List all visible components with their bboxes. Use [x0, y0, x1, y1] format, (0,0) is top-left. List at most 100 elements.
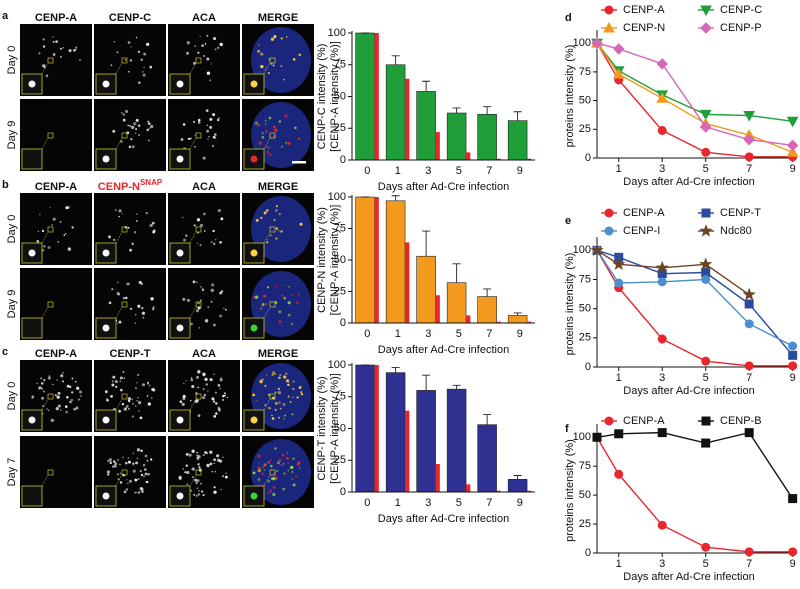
point	[612, 257, 626, 270]
spot	[60, 409, 62, 411]
spot	[286, 379, 289, 382]
spot	[125, 461, 128, 465]
bar	[435, 295, 440, 323]
spot	[144, 454, 148, 458]
spot	[296, 396, 299, 399]
spot	[202, 396, 206, 400]
spot	[56, 395, 60, 399]
panel-letter: e	[565, 215, 571, 227]
spot	[133, 231, 137, 234]
bar	[385, 372, 406, 493]
inset-spot	[176, 492, 184, 500]
legend-label: CENP-B	[720, 415, 762, 427]
spot	[213, 414, 217, 418]
spot	[218, 409, 221, 412]
error-bar	[452, 107, 461, 114]
legend-marker	[604, 416, 614, 426]
spot	[193, 62, 196, 65]
spot	[261, 135, 265, 139]
spot	[280, 145, 284, 148]
spot	[141, 306, 144, 310]
point	[614, 469, 624, 479]
spot	[148, 127, 151, 129]
spot	[286, 457, 289, 460]
bar	[507, 120, 528, 161]
spot	[39, 213, 41, 216]
spot	[65, 206, 69, 210]
spot	[185, 453, 189, 456]
point	[786, 116, 799, 128]
spot	[191, 476, 194, 479]
zoom-box	[195, 226, 202, 233]
spot	[269, 153, 272, 157]
x-tick-label: 1	[616, 558, 622, 570]
spot	[135, 128, 138, 131]
spot	[268, 147, 270, 149]
panel-letter: c	[2, 346, 8, 358]
inset-spot	[176, 324, 184, 332]
spot	[145, 481, 148, 483]
spot	[265, 145, 268, 149]
spot	[200, 286, 202, 288]
y-tick-label: 50	[579, 94, 591, 106]
x-tick-label: 0	[364, 497, 370, 509]
spot	[122, 113, 125, 116]
spot	[194, 478, 198, 482]
spot	[269, 459, 272, 462]
spot	[123, 490, 127, 494]
spot	[299, 467, 301, 469]
spot	[211, 144, 215, 148]
spot	[195, 481, 198, 485]
spot	[122, 297, 125, 300]
column-header: CENP-A	[35, 348, 77, 360]
spot	[141, 311, 146, 315]
spot	[257, 478, 261, 481]
spot	[146, 128, 150, 132]
y-tick-label: 50	[334, 90, 346, 102]
spot	[211, 470, 213, 473]
spot	[269, 488, 273, 492]
spot	[120, 388, 123, 391]
spot	[219, 387, 221, 390]
series-line	[596, 249, 793, 347]
spot	[287, 395, 290, 398]
spot	[275, 227, 279, 230]
column-header: CENP-A	[35, 12, 77, 24]
inset-spot	[28, 80, 36, 88]
spot	[143, 66, 145, 69]
point	[701, 356, 711, 366]
spot	[192, 280, 196, 284]
spot	[52, 419, 55, 422]
spot	[114, 380, 118, 384]
zoom-box	[195, 393, 202, 400]
point	[657, 277, 667, 287]
x-tick-label: 3	[425, 165, 431, 177]
spot	[272, 64, 275, 67]
y-tick-label: 25	[334, 122, 346, 134]
spot	[47, 409, 50, 412]
bar	[507, 315, 528, 324]
y-tick-label: 75	[579, 273, 591, 285]
spot	[286, 473, 288, 475]
spot	[272, 477, 276, 481]
spot	[287, 383, 290, 387]
spot	[184, 471, 187, 474]
series-line	[596, 436, 793, 553]
spot	[278, 320, 282, 324]
bar	[527, 490, 532, 492]
spot	[136, 213, 138, 215]
spot	[273, 219, 276, 222]
point	[657, 334, 667, 344]
legend-marker	[603, 21, 615, 33]
spot	[132, 462, 135, 465]
x-tick-label: 7	[746, 372, 752, 384]
spot	[222, 394, 225, 398]
spot	[138, 410, 140, 412]
spot	[297, 293, 300, 296]
legend-label: Ndc80	[720, 225, 752, 237]
zoom-box	[47, 57, 54, 64]
spot	[217, 383, 221, 387]
spot	[209, 462, 213, 466]
spot	[263, 469, 265, 471]
